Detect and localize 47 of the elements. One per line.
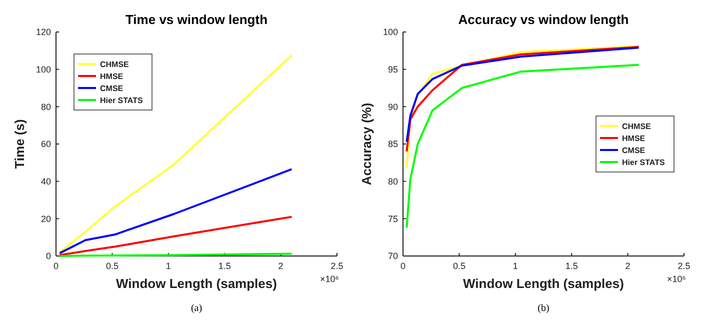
x-tick-label: 0.5 [452, 261, 466, 271]
x-tick-label: 0 [400, 261, 406, 271]
x-tick-label: 1.5 [565, 261, 578, 271]
y-tick-label: 100 [382, 27, 398, 38]
chart-title: Time vs window length [125, 12, 268, 27]
line-series [58, 216, 293, 256]
y-tick-label: 90 [388, 102, 398, 112]
y-tick-label: 70 [388, 251, 398, 262]
x-tick-label: 0.5 [106, 261, 118, 271]
x-tick-label: 1.5 [218, 261, 231, 271]
y-tick-label: 40 [40, 176, 51, 186]
x-tick-label: 2.5 [330, 261, 344, 271]
legend-label: CHMSE [622, 122, 652, 131]
y-tick-label: 80 [40, 102, 51, 112]
text: (a) [190, 303, 202, 314]
legend-label: HMSE [100, 72, 124, 81]
text: ×10⁶ [320, 274, 340, 284]
y-tick-label: 60 [40, 139, 51, 150]
text: ×10⁶ [667, 274, 686, 284]
legend-label: Hier STATS [622, 158, 666, 167]
y-tick-label: 95 [388, 64, 398, 74]
y-tick-label: 20 [40, 214, 51, 224]
x-tick-label: 1 [512, 261, 518, 271]
legend-label: HMSE [622, 134, 646, 143]
y-tick-label: 0 [46, 251, 51, 262]
chart-title: Accuracy vs window length [458, 12, 629, 27]
legend-label: CMSE [622, 146, 646, 155]
x-axis-title: Window Length (samples) [463, 276, 624, 291]
y-tick-label: 75 [388, 214, 398, 224]
x-tick-label: 0 [53, 261, 59, 271]
y-tick-label: 85 [388, 139, 398, 150]
line-series [58, 168, 293, 254]
y-axis-title: Time (s) [12, 119, 27, 169]
legend-label: CMSE [100, 84, 124, 93]
x-tick-label: 2.5 [678, 261, 690, 271]
y-tick-label: 80 [388, 176, 398, 186]
x-axis-title: Window Length (samples) [116, 276, 277, 291]
text: (b) [538, 303, 550, 314]
legend-label: Hier STATS [100, 96, 144, 105]
x-tick-label: 2 [625, 261, 630, 271]
y-tick-label: 120 [36, 27, 51, 38]
y-axis-title: Accuracy (%) [359, 102, 374, 186]
x-tick-label: 1 [166, 261, 171, 271]
legend-label: CHMSE [100, 60, 130, 69]
x-tick-label: 2 [278, 261, 284, 271]
line-series [58, 54, 293, 254]
y-tick-label: 100 [36, 64, 51, 74]
